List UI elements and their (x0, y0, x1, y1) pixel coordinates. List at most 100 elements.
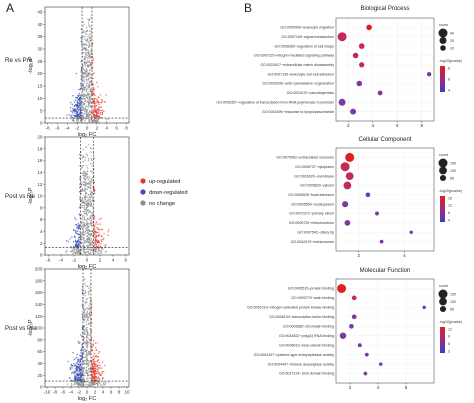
go-term-dot (365, 192, 371, 198)
volcano-point (97, 355, 100, 358)
x-tick-label: -6 (55, 126, 60, 131)
volcano-point (101, 111, 104, 114)
volcano-point (86, 188, 89, 190)
volcano-point (74, 251, 77, 253)
volcano-point (81, 353, 84, 355)
volcano-point (85, 55, 88, 57)
volcano-point (91, 191, 94, 194)
volcano-point (86, 362, 88, 364)
volcano-point (79, 186, 81, 189)
volcano-point (87, 229, 90, 231)
volcano-point (82, 245, 84, 248)
volcano-point (90, 254, 92, 256)
volcano-point (82, 243, 85, 245)
volcano-point (89, 245, 91, 247)
volcano-point (80, 189, 82, 191)
volcano-point (83, 94, 85, 96)
volcano-point (81, 382, 83, 384)
volcano-point (101, 372, 103, 374)
volcano-point (86, 223, 88, 225)
volcano-point (83, 234, 85, 236)
go-term-dot (422, 305, 426, 310)
volcano-point (88, 362, 90, 364)
volcano-point (80, 103, 82, 105)
volcano-point (87, 287, 90, 289)
volcano-point (80, 167, 83, 169)
go-x-tick-label: 2 (358, 253, 361, 258)
x-tick-label: 8 (125, 126, 128, 131)
volcano-point (97, 381, 100, 383)
volcano-point (99, 109, 101, 112)
volcano-point (85, 116, 87, 118)
volcano-point (79, 373, 81, 376)
volcano-point (81, 218, 83, 221)
volcano-point (94, 228, 96, 231)
volcano-point (88, 176, 91, 178)
volcano-point (88, 308, 90, 311)
volcano-point (87, 337, 90, 340)
volcano-point (75, 229, 77, 232)
volcano-point (98, 377, 101, 380)
volcano-point (99, 223, 101, 225)
volcano-point (90, 151, 92, 153)
volcano-point (96, 120, 98, 122)
volcano-point (73, 382, 76, 384)
volcano-point (96, 115, 99, 118)
x-tick-label: 6 (110, 390, 113, 395)
volcano-point (87, 22, 90, 24)
volcano-point (93, 352, 95, 355)
volcano-point (92, 66, 94, 69)
volcano-point (80, 236, 83, 238)
volcano-point (86, 355, 89, 357)
volcano-point (73, 358, 75, 361)
volcano-point (80, 115, 82, 117)
volcano-point (79, 383, 82, 386)
volcano-point (98, 229, 101, 231)
volcano-point (81, 89, 84, 91)
volcano-point (82, 200, 85, 203)
volcano-point (88, 121, 90, 124)
y-tick-label: 14 (37, 170, 43, 175)
volcano-point (85, 327, 87, 329)
volcano-point (76, 374, 79, 377)
volcano-point (89, 33, 92, 35)
volcano-point (87, 232, 90, 234)
volcano-point (83, 367, 86, 369)
volcano-point (72, 351, 74, 354)
volcano-point (85, 314, 87, 317)
go-term-label: GO:0005925~focal adhesion (288, 193, 334, 197)
volcano-point (84, 208, 87, 211)
volcano-point (90, 47, 93, 50)
volcano-point (93, 367, 95, 369)
volcano-point (83, 382, 85, 385)
volcano-point (92, 343, 94, 345)
volcano-point (89, 244, 91, 246)
volcano-point (67, 241, 69, 243)
volcano-point (90, 306, 92, 308)
volcano-point (66, 114, 68, 116)
volcano-point (78, 342, 80, 345)
volcano-point (87, 205, 90, 207)
volcano-point (92, 94, 94, 97)
volcano-point (103, 110, 105, 113)
volcano-point (96, 381, 98, 383)
volcano-point (91, 44, 94, 46)
volcano-point (82, 30, 84, 32)
volcano-point (100, 217, 102, 220)
go-term-dot (351, 295, 357, 301)
volcano-point (86, 196, 88, 198)
volcano-point (74, 217, 76, 219)
go-term-label: GO:0005654~nucleoplasm (291, 202, 334, 206)
volcano-point (96, 108, 99, 110)
volcano-point (71, 247, 73, 249)
volcano-point (80, 213, 83, 216)
panel-b-letter: B (244, 1, 252, 15)
volcano-point (86, 203, 89, 205)
volcano-point (73, 105, 76, 107)
volcano-point (92, 100, 95, 102)
volcano-point (94, 225, 96, 227)
volcano-point (78, 106, 80, 109)
volcano-legend: up-regulated down-regulated no change (140, 178, 188, 207)
volcano-point (81, 165, 83, 167)
y-tick-label: 5 (40, 108, 43, 113)
